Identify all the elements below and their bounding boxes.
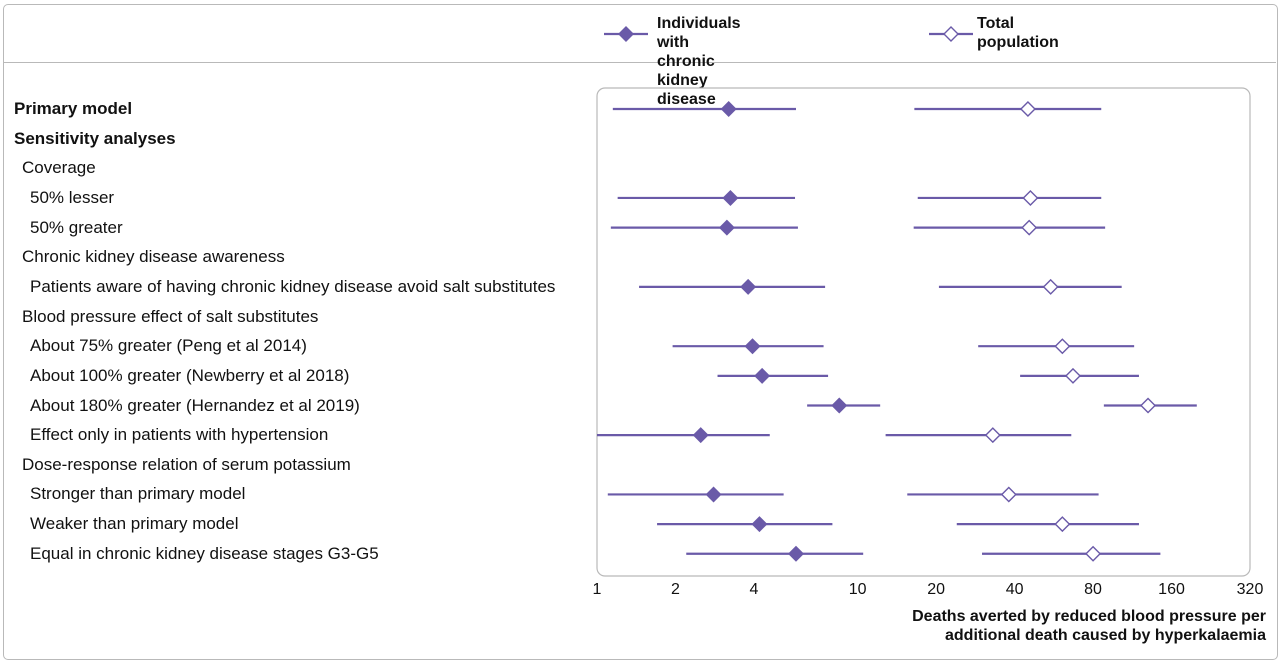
row-label: Equal in chronic kidney disease stages G… <box>30 543 379 563</box>
total-point-marker <box>1000 486 1017 503</box>
total-estimate <box>978 338 1135 355</box>
total-point-marker <box>1042 278 1059 295</box>
total-point-marker <box>1054 516 1071 533</box>
x-tick-label: 4 <box>749 581 758 598</box>
row-label: Blood pressure effect of salt substitute… <box>22 306 319 326</box>
total-point-marker <box>1054 338 1071 355</box>
ckd-estimate <box>717 367 829 384</box>
x-tick-label: 1 <box>593 581 602 598</box>
row-label: 50% lesser <box>30 187 115 207</box>
x-tick-label: 40 <box>1006 581 1024 598</box>
ckd-point-marker <box>744 338 761 355</box>
row-label: Patients aware of having chronic kidney … <box>30 276 556 296</box>
plot-marks <box>597 101 1197 562</box>
total-point-marker <box>1140 397 1157 414</box>
total-point-marker <box>1022 189 1039 206</box>
x-tick-label: 160 <box>1158 581 1185 598</box>
ckd-point-marker <box>718 219 735 236</box>
ckd-estimate <box>597 427 770 444</box>
total-estimate <box>885 427 1072 444</box>
ckd-estimate <box>639 278 826 295</box>
x-tick-label: 80 <box>1084 581 1102 598</box>
ckd-point-marker <box>751 516 768 533</box>
ckd-point-marker <box>692 427 709 444</box>
row-label: Dose-response relation of serum potassiu… <box>22 454 351 474</box>
total-point-marker <box>984 427 1001 444</box>
total-point-marker <box>1065 367 1081 384</box>
legend-ckd-label: Individuals with chronic kidney disease <box>657 15 741 108</box>
ckd-estimate <box>607 486 784 503</box>
x-axis-title: Deaths averted by reduced blood pressure… <box>912 608 1266 644</box>
ckd-estimate <box>672 338 824 355</box>
total-estimate <box>907 486 1099 503</box>
ckd-estimate <box>610 219 798 236</box>
ckd-point-marker <box>754 367 771 384</box>
total-point-marker <box>1085 545 1102 562</box>
ckd-point-marker <box>740 278 757 295</box>
row-label: Sensitivity analyses <box>14 128 176 148</box>
row-label: About 180% greater (Hernandez et al 2019… <box>30 395 360 415</box>
figure-frame <box>3 4 1278 660</box>
legend-ckd-marker <box>604 26 648 42</box>
row-label: Effect only in patients with hypertensio… <box>30 425 329 445</box>
row-label: Chronic kidney disease awareness <box>22 247 285 267</box>
ckd-estimate <box>807 397 881 414</box>
ckd-point-marker <box>831 397 848 414</box>
total-estimate <box>917 189 1102 206</box>
row-label: Weaker than primary model <box>30 514 239 534</box>
x-tick-label: 20 <box>927 581 945 598</box>
x-tick-label: 10 <box>849 581 867 598</box>
total-estimate <box>956 516 1139 533</box>
total-point-marker <box>1019 101 1036 117</box>
ckd-point-marker <box>722 189 739 206</box>
total-estimate <box>1103 397 1197 414</box>
row-label: Primary model <box>14 99 133 118</box>
x-tick-label: 320 <box>1237 581 1264 598</box>
total-point-marker <box>1021 219 1038 236</box>
row-label: Stronger than primary model <box>30 484 246 504</box>
row-label: About 75% greater (Peng et al 2014) <box>30 336 307 356</box>
ckd-estimate <box>612 101 796 117</box>
ckd-point-marker <box>705 486 722 503</box>
total-estimate <box>938 278 1122 295</box>
ckd-point-marker <box>788 545 804 562</box>
legend-total-label: Total population <box>977 15 1059 51</box>
total-estimate <box>982 545 1161 562</box>
plot-area <box>596 87 1251 577</box>
ckd-point-marker <box>720 101 737 117</box>
x-axis-ticks: 1 2 4 10 20 40 80 160 320 <box>593 581 1264 598</box>
row-label: Coverage <box>22 158 96 178</box>
row-label: About 100% greater (Newberry et al 2018) <box>30 365 350 385</box>
ckd-estimate <box>657 516 833 533</box>
total-estimate <box>1020 367 1139 384</box>
ckd-estimate <box>686 545 864 562</box>
header-divider <box>4 62 1276 63</box>
x-tick-label: 2 <box>671 581 680 598</box>
total-estimate <box>914 101 1102 117</box>
row-label: 50% greater <box>30 217 123 237</box>
row-labels: Primary model Sensitivity analyses Coverag… <box>0 0 600 600</box>
total-estimate <box>913 219 1106 236</box>
ckd-estimate <box>617 189 796 206</box>
legend-total-marker <box>929 26 973 42</box>
